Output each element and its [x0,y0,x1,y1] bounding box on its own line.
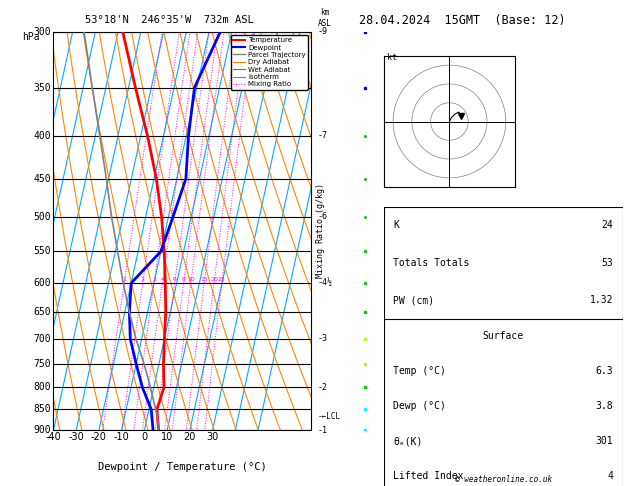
Text: -4½: -4½ [318,278,333,288]
Text: Lifted Index: Lifted Index [393,471,464,481]
Text: © weatheronline.co.uk: © weatheronline.co.uk [455,474,552,484]
Text: 850: 850 [33,404,51,415]
Text: 6: 6 [173,277,177,282]
Text: 3: 3 [152,277,156,282]
Text: 650: 650 [33,307,51,317]
Text: 6.3: 6.3 [596,366,613,376]
Text: θₑ(K): θₑ(K) [393,436,423,446]
Text: 25: 25 [218,277,226,282]
Text: 500: 500 [33,212,51,222]
Text: 24: 24 [601,220,613,230]
Text: 1.32: 1.32 [589,295,613,305]
Text: 53°18'N  246°35'W  732m ASL: 53°18'N 246°35'W 732m ASL [86,15,254,25]
Text: 1: 1 [123,277,126,282]
Text: -6: -6 [318,212,328,222]
Text: Surface: Surface [482,331,524,341]
Text: 15: 15 [201,277,208,282]
Text: km
ASL: km ASL [318,8,332,28]
Text: 350: 350 [33,83,51,92]
Text: 550: 550 [33,246,51,257]
Text: 750: 750 [33,359,51,369]
Text: kt: kt [387,52,398,62]
Text: -10: -10 [114,432,130,442]
Text: -20: -20 [91,432,107,442]
Text: 4: 4 [607,471,613,481]
Text: 301: 301 [596,436,613,446]
Text: K: K [393,220,399,230]
Text: 4: 4 [160,277,165,282]
Text: 20: 20 [184,432,196,442]
Text: -←LCL: -←LCL [318,413,341,421]
Text: 700: 700 [33,334,51,344]
Text: Dewpoint / Temperature (°C): Dewpoint / Temperature (°C) [98,462,267,472]
Text: Dewp (°C): Dewp (°C) [393,401,446,411]
Text: 450: 450 [33,174,51,184]
Text: 30: 30 [206,432,219,442]
Text: Totals Totals: Totals Totals [393,258,470,268]
Text: 0: 0 [142,432,147,442]
Text: 20: 20 [210,277,218,282]
Text: 600: 600 [33,278,51,288]
Text: 28.04.2024  15GMT  (Base: 12): 28.04.2024 15GMT (Base: 12) [359,14,565,27]
Text: 3.8: 3.8 [596,401,613,411]
Text: 900: 900 [33,425,51,435]
Text: 53: 53 [601,258,613,268]
Text: -3: -3 [318,334,328,344]
Text: -40: -40 [45,432,62,442]
Legend: Temperature, Dewpoint, Parcel Trajectory, Dry Adiabat, Wet Adiabat, Isotherm, Mi: Temperature, Dewpoint, Parcel Trajectory… [231,35,308,89]
Text: -9: -9 [318,27,328,36]
Text: PW (cm): PW (cm) [393,295,435,305]
Text: 10: 10 [161,432,173,442]
Text: -30: -30 [69,432,84,442]
Text: -7: -7 [318,131,328,140]
Text: 2: 2 [141,277,145,282]
Text: -1: -1 [318,426,328,434]
Text: 800: 800 [33,382,51,392]
Text: 400: 400 [33,131,51,141]
Text: 300: 300 [33,27,51,36]
Text: Temp (°C): Temp (°C) [393,366,446,376]
Text: Mixing Ratio (g/kg): Mixing Ratio (g/kg) [316,183,325,278]
Text: -2: -2 [318,383,328,392]
Text: 8: 8 [182,277,186,282]
Text: hPa: hPa [23,32,40,42]
Text: 10: 10 [187,277,195,282]
